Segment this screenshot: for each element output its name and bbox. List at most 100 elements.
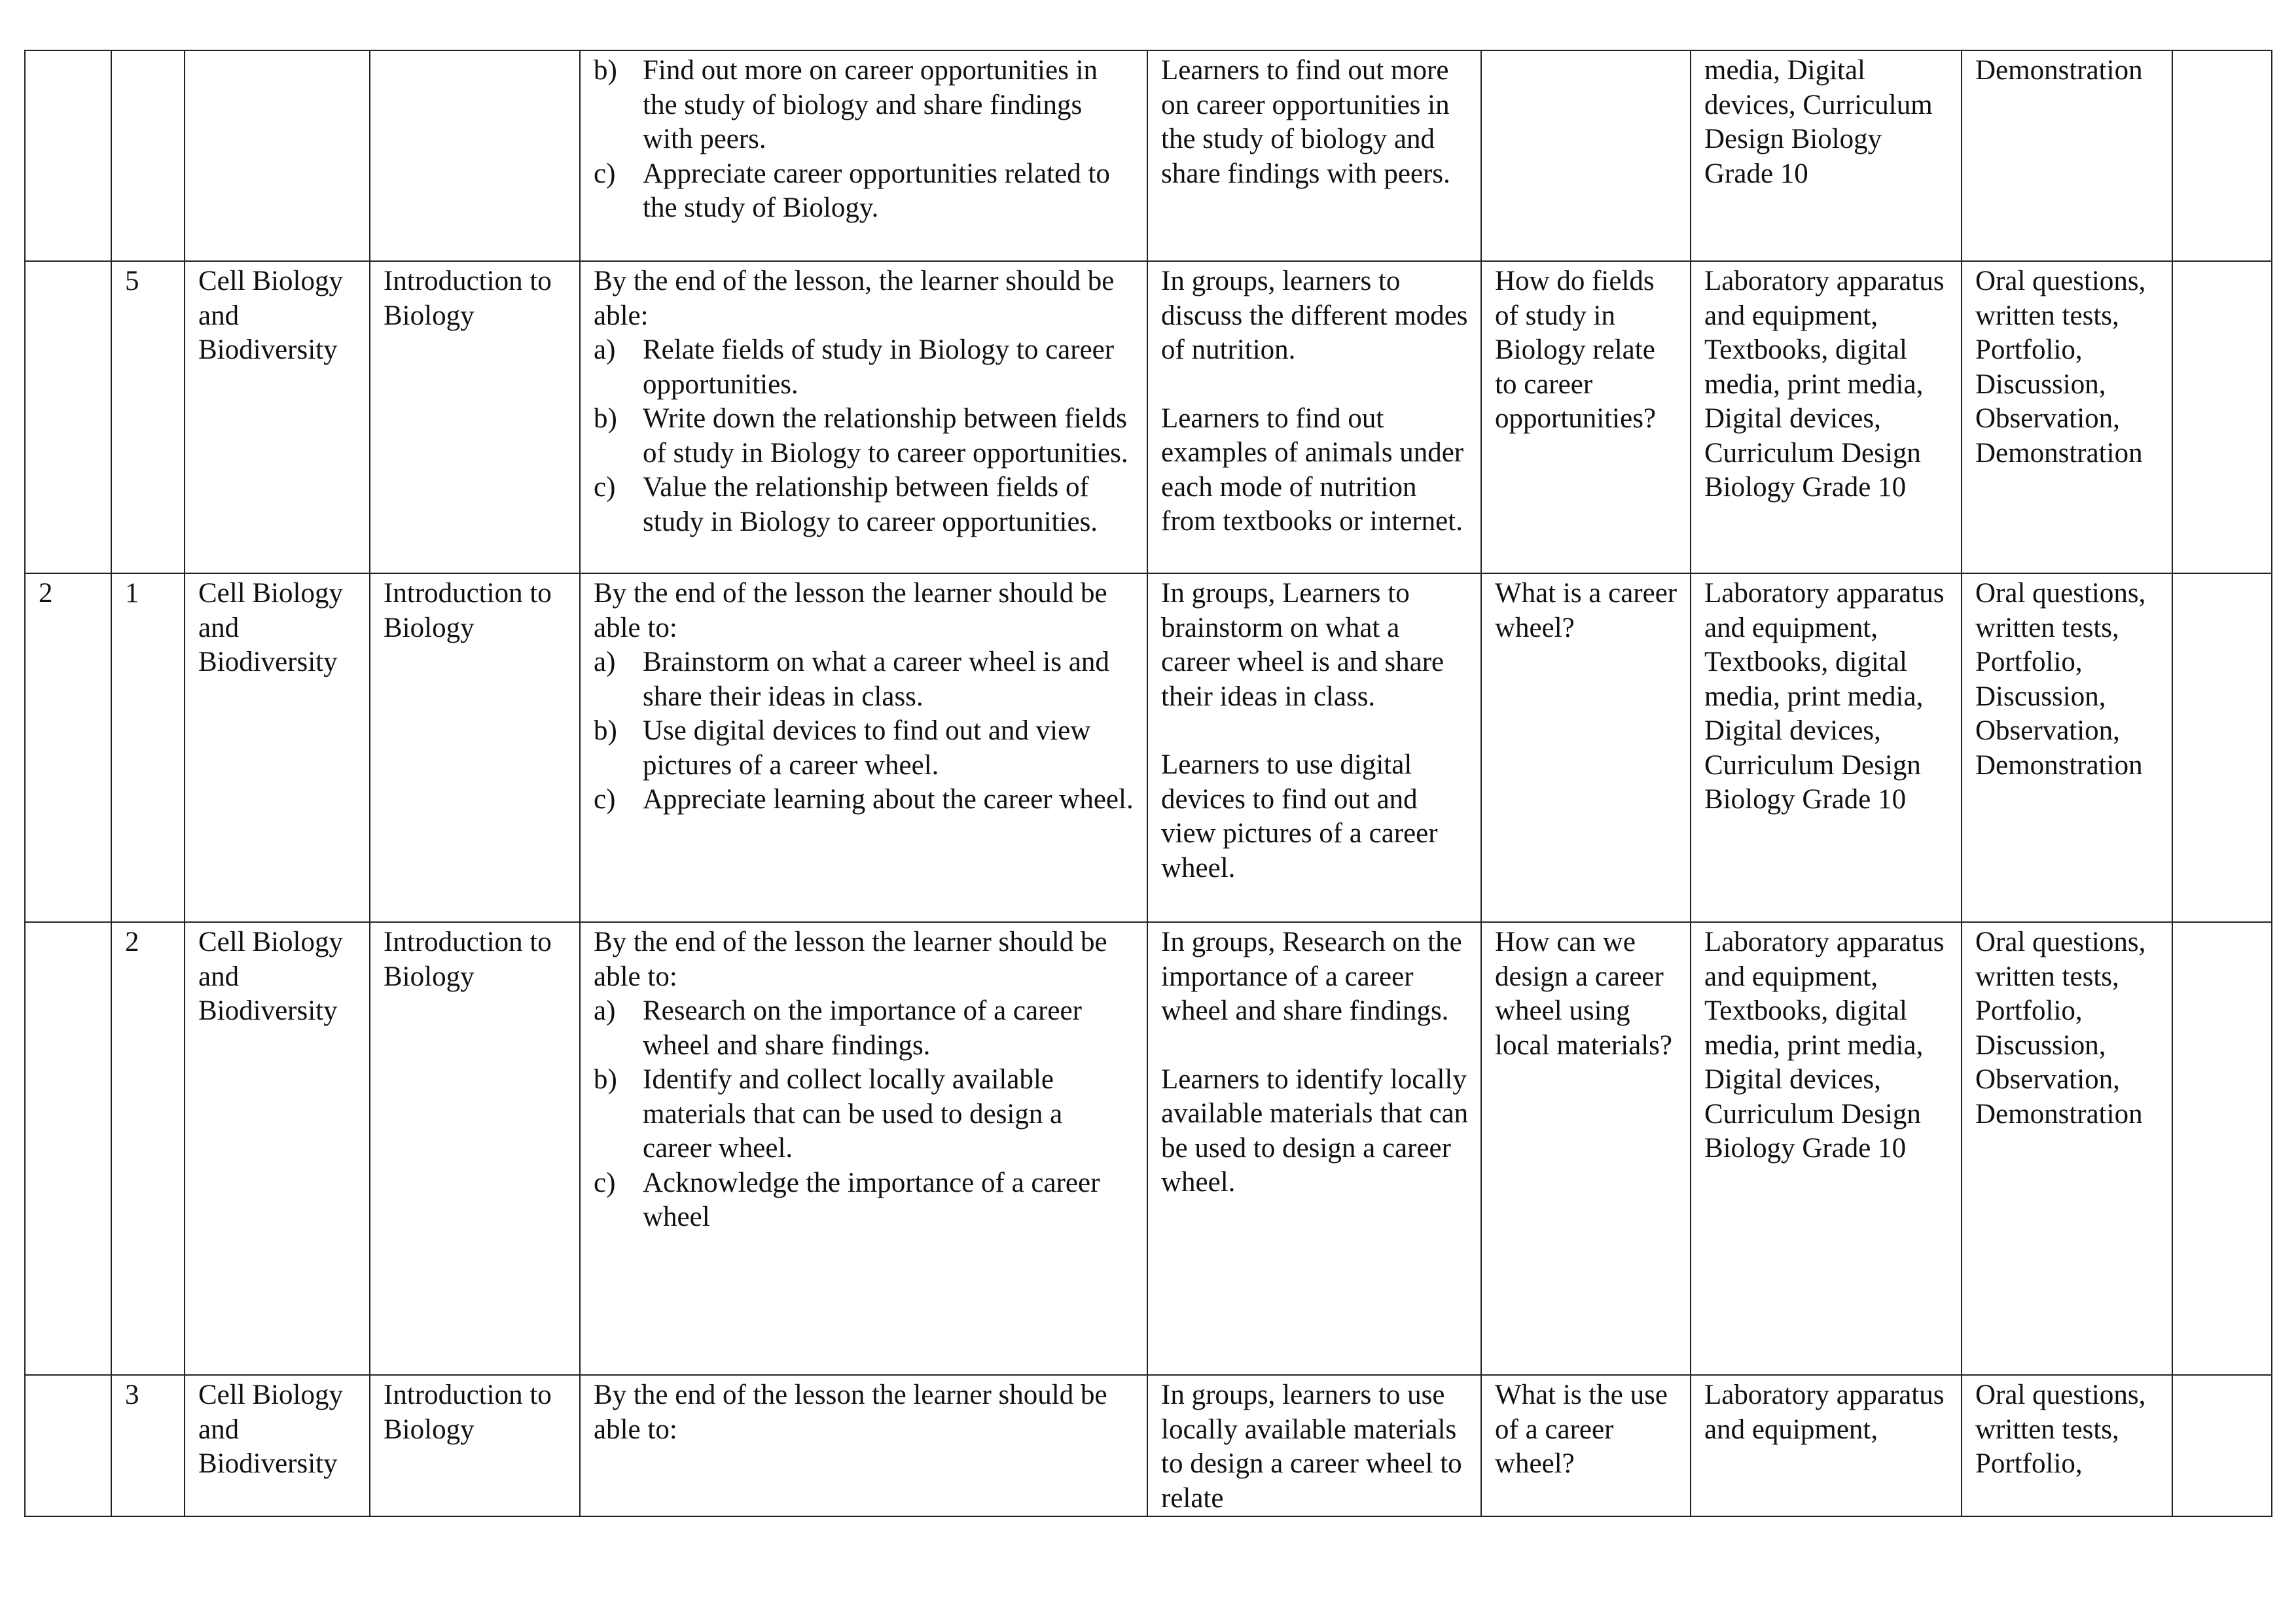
resources-cell: Laboratory apparatus and equipment, Text… bbox=[1690, 573, 1962, 923]
outcome-text: Acknowledge the importance of a career w… bbox=[643, 1167, 1100, 1233]
inquiry-question-cell bbox=[1480, 50, 1691, 262]
table-row: 2 Cell Biology and Biodiversity Introducti… bbox=[24, 921, 2272, 1376]
reflection-cell bbox=[2172, 260, 2272, 574]
outcome-item: a) Brainstorm on what a career wheel is a… bbox=[594, 645, 1135, 714]
resources-cell: Laboratory apparatus and equipment, Text… bbox=[1690, 921, 1962, 1376]
learning-outcomes-cell: b) Find out more on career opportunities … bbox=[579, 50, 1148, 262]
week-cell bbox=[24, 50, 112, 262]
outcome-text: Appreciate learning about the career whe… bbox=[643, 784, 1134, 815]
outcome-marker: b) bbox=[594, 55, 617, 86]
learning-experiences-cell: In groups, learners to discuss the diffe… bbox=[1147, 260, 1482, 574]
experience-paragraph: Learners to find out more on career oppo… bbox=[1161, 55, 1450, 189]
outcome-text: Appreciate career opportunities related … bbox=[643, 158, 1110, 224]
outcome-text: Write down the relationship between fiel… bbox=[643, 403, 1128, 469]
week-cell bbox=[24, 1374, 112, 1517]
experience-paragraph: Learners to identify locally available m… bbox=[1161, 1063, 1469, 1198]
outcome-marker: b) bbox=[594, 403, 617, 434]
learning-outcomes-cell: By the end of the lesson the learner sho… bbox=[579, 1374, 1148, 1517]
outcome-text: Find out more on career opportunities in… bbox=[643, 55, 1098, 154]
outcome-item: c) Value the relationship between fields … bbox=[594, 471, 1135, 539]
strand-cell bbox=[184, 50, 370, 262]
outcomes-intro: By the end of the lesson, the learner sh… bbox=[594, 266, 1115, 331]
strand-cell: Cell Biology and Biodiversity bbox=[184, 921, 370, 1376]
week-cell bbox=[24, 921, 112, 1376]
outcome-marker: c) bbox=[594, 784, 616, 815]
outcome-text: Research on the importance of a career w… bbox=[643, 995, 1082, 1061]
outcome-text: Value the relationship between fields of… bbox=[643, 472, 1098, 537]
learning-outcomes-cell: By the end of the lesson the learner sho… bbox=[579, 921, 1148, 1376]
inquiry-question-cell: What is the use of a career wheel? bbox=[1480, 1374, 1691, 1517]
outcome-item: c) Appreciate learning about the career w… bbox=[594, 783, 1135, 817]
outcomes-intro: By the end of the lesson the learner sho… bbox=[594, 927, 1107, 992]
outcome-text: Relate fields of study in Biology to car… bbox=[643, 334, 1115, 400]
outcomes-intro: By the end of the lesson the learner sho… bbox=[594, 578, 1107, 643]
resources-cell: Laboratory apparatus and equipment, bbox=[1690, 1374, 1962, 1517]
outcome-marker: c) bbox=[594, 472, 616, 503]
outcome-item: a) Research on the importance of a career… bbox=[594, 994, 1135, 1063]
outcomes-intro: By the end of the lesson the learner sho… bbox=[594, 1380, 1107, 1445]
assessment-cell: Oral questions, written tests, Portfolio… bbox=[1961, 1374, 2173, 1517]
outcome-marker: c) bbox=[594, 158, 616, 189]
learning-experiences-cell: In groups, Research on the importance of… bbox=[1147, 921, 1482, 1376]
assessment-cell: Oral questions, written tests, Portfolio… bbox=[1961, 260, 2173, 574]
outcome-item: a) Relate fields of study in Biology to c… bbox=[594, 333, 1135, 402]
assessment-cell: Oral questions, written tests, Portfolio… bbox=[1961, 573, 2173, 923]
lesson-cell: 3 bbox=[111, 1374, 185, 1517]
assessment-cell: Demonstration bbox=[1961, 50, 2173, 262]
assessment-cell: Oral questions, written tests, Portfolio… bbox=[1961, 921, 2173, 1376]
outcome-marker: a) bbox=[594, 647, 616, 677]
sub-strand-cell: Introduction to Biology bbox=[369, 921, 581, 1376]
outcome-item: b) Use digital devices to find out and vi… bbox=[594, 714, 1135, 783]
experience-paragraph: In groups, Research on the importance of… bbox=[1161, 927, 1462, 1026]
learning-outcomes-cell: By the end of the lesson the learner sho… bbox=[579, 573, 1148, 923]
outcome-item: b) Find out more on career opportunities … bbox=[594, 54, 1135, 157]
reflection-cell bbox=[2172, 573, 2272, 923]
outcome-marker: a) bbox=[594, 995, 616, 1026]
experience-paragraph: Learners to find out examples of animals… bbox=[1161, 402, 1464, 537]
experience-paragraph: In groups, Learners to brainstorm on wha… bbox=[1161, 578, 1444, 712]
strand-cell: Cell Biology and Biodiversity bbox=[184, 1374, 370, 1517]
experience-paragraph: In groups, learners to use locally avail… bbox=[1161, 1380, 1462, 1514]
strand-cell: Cell Biology and Biodiversity bbox=[184, 260, 370, 574]
lesson-cell: 5 bbox=[111, 260, 185, 574]
table-row: 2 1 Cell Biology and Biodiversity Introduct… bbox=[24, 573, 2272, 923]
sub-strand-cell: Introduction to Biology bbox=[369, 573, 581, 923]
inquiry-question-cell: How do fields of study in Biology relate… bbox=[1480, 260, 1691, 574]
reflection-cell bbox=[2172, 50, 2272, 262]
outcome-item: b) Identify and collect locally available… bbox=[594, 1063, 1135, 1166]
reflection-cell bbox=[2172, 921, 2272, 1376]
outcome-item: c) Appreciate career opportunities relate… bbox=[594, 157, 1135, 226]
lesson-cell: 1 bbox=[111, 573, 185, 923]
learning-experiences-cell: In groups, learners to use locally avail… bbox=[1147, 1374, 1482, 1517]
lesson-cell bbox=[111, 50, 185, 262]
resources-cell: media, Digital devices, Curriculum Desig… bbox=[1690, 50, 1962, 262]
table-row: 3 Cell Biology and Biodiversity Introducti… bbox=[24, 1374, 2272, 1517]
week-cell bbox=[24, 260, 112, 574]
resources-cell: Laboratory apparatus and equipment, Text… bbox=[1690, 260, 1962, 574]
learning-experiences-cell: In groups, Learners to brainstorm on wha… bbox=[1147, 573, 1482, 923]
sub-strand-cell: Introduction to Biology bbox=[369, 260, 581, 574]
outcome-marker: c) bbox=[594, 1167, 616, 1198]
outcome-item: b) Write down the relationship between fi… bbox=[594, 402, 1135, 471]
strand-cell: Cell Biology and Biodiversity bbox=[184, 573, 370, 923]
table-row: b) Find out more on career opportunities … bbox=[24, 50, 2272, 262]
inquiry-question-cell: How can we design a career wheel using l… bbox=[1480, 921, 1691, 1376]
outcome-item: c) Acknowledge the importance of a career… bbox=[594, 1166, 1135, 1235]
outcome-text: Brainstorm on what a career wheel is and… bbox=[643, 647, 1109, 712]
reflection-cell bbox=[2172, 1374, 2272, 1517]
week-cell: 2 bbox=[24, 573, 112, 923]
outcome-marker: b) bbox=[594, 1064, 617, 1095]
sub-strand-cell bbox=[369, 50, 581, 262]
outcome-marker: b) bbox=[594, 715, 617, 746]
learning-outcomes-cell: By the end of the lesson, the learner sh… bbox=[579, 260, 1148, 574]
learning-experiences-cell: Learners to find out more on career oppo… bbox=[1147, 50, 1482, 262]
experience-paragraph: In groups, learners to discuss the diffe… bbox=[1161, 266, 1468, 365]
sub-strand-cell: Introduction to Biology bbox=[369, 1374, 581, 1517]
experience-paragraph: Learners to use digital devices to find … bbox=[1161, 749, 1438, 883]
table-row: 5 Cell Biology and Biodiversity Introducti… bbox=[24, 260, 2272, 574]
outcome-text: Use digital devices to find out and view… bbox=[643, 715, 1091, 781]
scheme-of-work-table: b) Find out more on career opportunities … bbox=[24, 50, 2272, 1517]
outcome-text: Identify and collect locally available m… bbox=[643, 1064, 1063, 1164]
lesson-cell: 2 bbox=[111, 921, 185, 1376]
inquiry-question-cell: What is a career wheel? bbox=[1480, 573, 1691, 923]
